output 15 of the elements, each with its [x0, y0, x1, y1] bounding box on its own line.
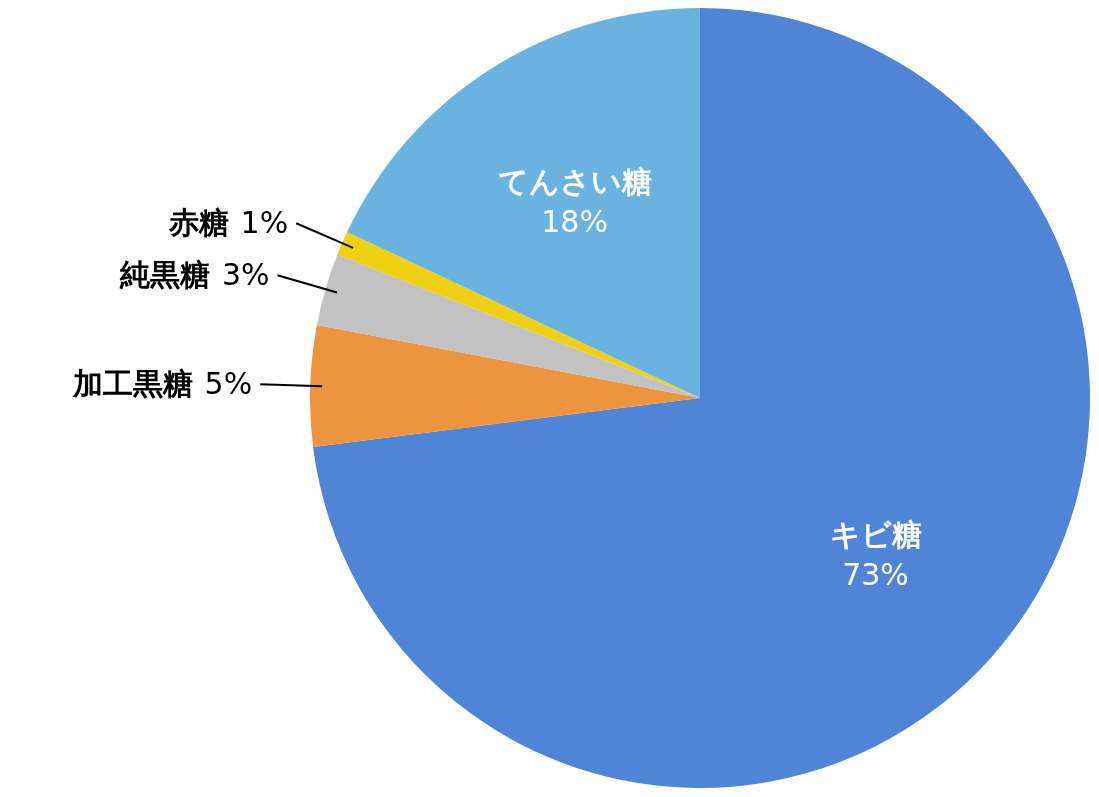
- slice-label: 純黒糖: [118, 257, 210, 293]
- data-label: 5%: [204, 366, 253, 402]
- data-label: 3%: [221, 257, 270, 293]
- slice-label: 加工黒糖: [71, 366, 193, 402]
- pie-slice: [313, 8, 1090, 788]
- slice-label: てんさい糖: [497, 164, 652, 200]
- data-label: 18%: [541, 204, 608, 240]
- data-label: 73%: [842, 556, 909, 592]
- pie-slice: [347, 8, 700, 398]
- pie-slice: [337, 231, 700, 398]
- pie-slice: [310, 324, 700, 447]
- slice-label: 赤糖: [167, 205, 229, 241]
- pie-slice: [316, 254, 700, 398]
- data-label: 1%: [240, 205, 289, 241]
- slice-label: キビ糖: [829, 516, 922, 552]
